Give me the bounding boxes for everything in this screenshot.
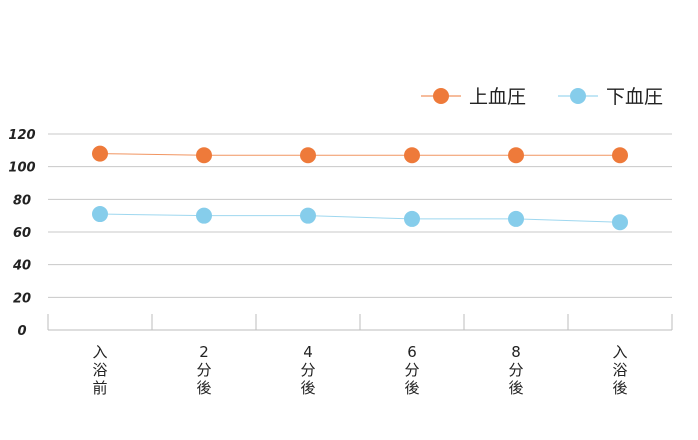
- x-tick-label: 8 分後: [508, 343, 523, 397]
- series-line: [99, 213, 621, 223]
- data-point: [300, 207, 316, 224]
- data-point: [92, 145, 108, 162]
- y-tick-label: 20: [13, 291, 31, 306]
- legend-marker: [433, 88, 449, 104]
- y-tick-label: 120: [8, 128, 35, 143]
- legend-label: 上血圧: [469, 86, 526, 108]
- data-point: [508, 210, 524, 227]
- data-point: [404, 147, 420, 164]
- x-tick-label: 2 分後: [196, 343, 211, 397]
- legend: 上血圧 下血圧: [421, 86, 663, 108]
- data-point: [404, 210, 420, 227]
- data-point: [612, 214, 628, 231]
- data-point: [196, 207, 212, 224]
- y-tick-label: 100: [8, 161, 35, 176]
- x-tick-label: 入浴前: [92, 343, 107, 397]
- y-tick-label: 40: [12, 259, 31, 274]
- series-layer: [92, 145, 628, 231]
- y-tick-label: 80: [13, 193, 31, 208]
- legend-label: 下血圧: [606, 86, 663, 108]
- y-tick-label: 60: [13, 226, 31, 241]
- legend-marker: [570, 88, 586, 104]
- y-axis: 0 20 40 60 80 100 120: [8, 128, 35, 339]
- x-tick-label: 入浴後: [612, 343, 627, 397]
- series-line: [99, 153, 620, 156]
- data-point: [508, 147, 524, 164]
- data-point: [92, 206, 108, 223]
- x-tick-label: 6 分後: [404, 343, 419, 397]
- data-point: [300, 147, 316, 164]
- y-tick-label: 0: [17, 324, 26, 339]
- data-point: [196, 147, 212, 164]
- x-axis: 入浴前 2 分後 4 分後 6 分後 8 分後 入浴後: [47, 314, 673, 397]
- data-point: [612, 147, 628, 164]
- grid-lines: [48, 133, 672, 298]
- x-tick-label: 4 分後: [300, 343, 315, 397]
